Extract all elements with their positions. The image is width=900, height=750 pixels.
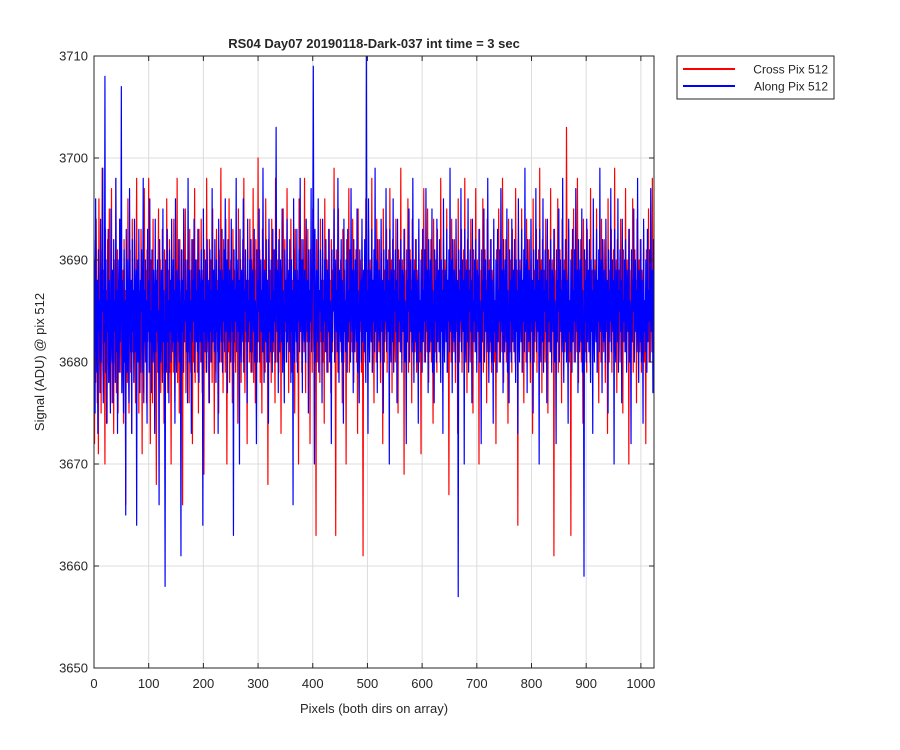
axis-ticks: 0 100 200 300 400 500 600 700 800 900 1000 3650 3660… [59,49,655,692]
x-tick-label: 1000 [626,676,655,691]
y-tick-label: 3700 [59,151,88,166]
x-tick-label: 600 [411,676,433,691]
y-tick-label: 3660 [59,559,88,574]
x-tick-label: 200 [193,676,215,691]
series-layer [94,56,654,598]
legend: Cross Pix 512 Along Pix 512 [676,55,835,100]
x-tick-label: 300 [247,676,269,691]
chart-title: RS04 Day07 20190118-Dark-037 int time = … [228,36,520,51]
x-tick-label: 400 [302,676,324,691]
x-tick-label: 500 [357,676,379,691]
x-tick-label: 700 [466,676,488,691]
y-tick-label: 3670 [59,457,88,472]
y-tick-label: 3680 [59,355,88,370]
y-tick-label: 3690 [59,253,88,268]
x-tick-label: 900 [575,676,597,691]
x-tick-label: 100 [138,676,160,691]
x-tick-label: 0 [90,676,97,691]
x-axis-label: Pixels (both dirs on array) [300,701,448,716]
series-line-along-pix [94,56,654,598]
legend-label: Along Pix 512 [754,80,828,94]
legend-label: Cross Pix 512 [753,63,828,77]
x-tick-label: 800 [521,676,543,691]
y-tick-label: 3710 [59,49,88,64]
y-tick-label: 3650 [59,661,88,676]
legend-box [676,55,835,100]
y-axis-label: Signal (ADU) @ pix 512 [32,293,47,431]
